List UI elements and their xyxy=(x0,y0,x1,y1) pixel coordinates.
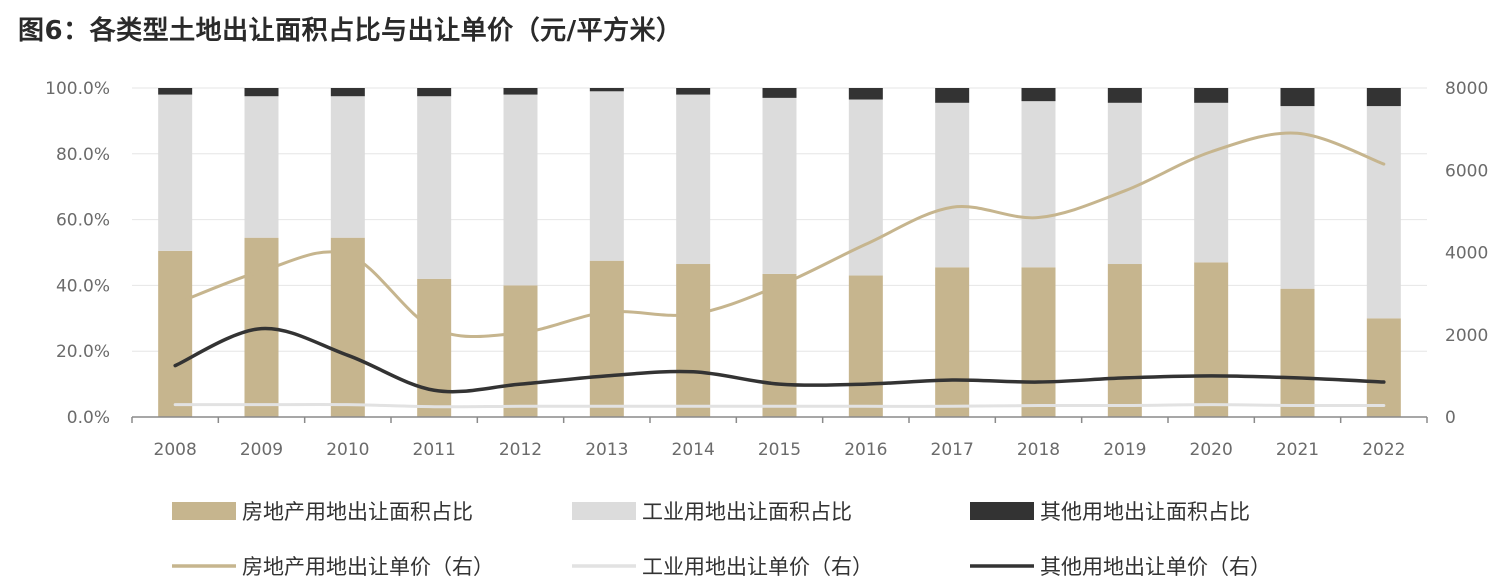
bar-segment-2 xyxy=(244,96,279,238)
bar-segment-3 xyxy=(1107,88,1142,103)
line-series-3 xyxy=(173,326,1386,394)
bar-segment-3 xyxy=(589,88,624,92)
bar-segment-3 xyxy=(1280,88,1315,107)
bar-segment-3 xyxy=(676,88,711,95)
y-left-tick-label: 60.0% xyxy=(56,211,110,231)
bar-segment-2 xyxy=(589,91,624,261)
bar-segment-3 xyxy=(848,88,883,100)
bar-segment-2 xyxy=(1107,102,1142,265)
y-right-tick-label: 0 xyxy=(1445,408,1456,428)
bar-segment-2 xyxy=(330,96,365,238)
x-tick-label: 2013 xyxy=(585,440,628,460)
x-tick-label: 2016 xyxy=(844,440,887,460)
y-right-tick-label: 2000 xyxy=(1445,326,1488,346)
bar-segment-2 xyxy=(417,96,452,279)
y-left-tick-label: 100.0% xyxy=(45,79,110,99)
legend-label-line-2: 工业用地出让单价（右） xyxy=(642,555,873,579)
x-tick-label: 2017 xyxy=(931,440,974,460)
bar-segment-2 xyxy=(935,102,970,268)
bar-segment-1 xyxy=(848,275,883,417)
bar-segment-3 xyxy=(244,88,279,97)
x-tick-label: 2019 xyxy=(1103,440,1146,460)
bar-segment-2 xyxy=(762,97,797,274)
y-right-tick-label: 6000 xyxy=(1445,161,1488,181)
line-series-1 xyxy=(173,131,1386,339)
y-left-tick-label: 0.0% xyxy=(67,408,110,428)
bar-segment-3 xyxy=(330,88,365,97)
bar-segment-1 xyxy=(1107,264,1142,417)
bar-segment-1 xyxy=(762,273,797,417)
legend-label-bar-3: 其他用地出让面积占比 xyxy=(1040,500,1250,524)
bar-segment-1 xyxy=(676,264,711,417)
bar-segment-3 xyxy=(503,88,538,95)
legend-label-line-1: 房地产用地出让单价（右） xyxy=(242,555,494,579)
lines-layer xyxy=(173,131,1386,409)
legend-swatch-bar-1 xyxy=(172,502,236,520)
bar-segment-1 xyxy=(589,260,624,417)
axes-layer: 0.0% 20.0% 40.0% 60.0% 80.0% 100.0% 0 2000 4000 6… xyxy=(45,79,1488,460)
legend-label-bar-2: 工业用地出让面积占比 xyxy=(642,500,852,524)
x-tick-label: 2008 xyxy=(154,440,197,460)
x-tick-label: 2009 xyxy=(240,440,283,460)
x-tick-label: 2022 xyxy=(1362,440,1405,460)
chart-title: 图6：各类型土地出让面积占比与出让单价（元/平方米） xyxy=(18,16,683,46)
bar-segment-3 xyxy=(1021,88,1056,102)
bar-segment-2 xyxy=(1194,102,1229,263)
bar-segment-3 xyxy=(935,88,970,103)
bar-segment-1 xyxy=(330,237,365,417)
bar-segment-3 xyxy=(158,88,193,95)
x-tick-label: 2014 xyxy=(672,440,715,460)
y-left-tick-label: 40.0% xyxy=(56,276,110,296)
y-left-tick-label: 80.0% xyxy=(56,145,110,165)
legend-label-bar-1: 房地产用地出让面积占比 xyxy=(242,500,473,524)
bar-segment-2 xyxy=(848,99,883,276)
bar-segment-2 xyxy=(503,94,538,286)
bar-segment-1 xyxy=(503,285,538,417)
x-tick-label: 2012 xyxy=(499,440,542,460)
legend-swatch-bar-2 xyxy=(572,502,636,520)
legend-swatch-bar-3 xyxy=(970,502,1034,520)
bar-segment-3 xyxy=(762,88,797,98)
bar-segment-1 xyxy=(1021,267,1056,417)
bar-segment-2 xyxy=(1021,101,1056,268)
bar-segment-1 xyxy=(417,278,452,417)
bar-segment-1 xyxy=(1366,318,1401,417)
line-series-2 xyxy=(173,403,1386,409)
y-left-tick-label: 20.0% xyxy=(56,342,110,362)
bar-segment-1 xyxy=(1194,262,1229,417)
bar-segment-1 xyxy=(1280,288,1315,417)
x-tick-label: 2021 xyxy=(1276,440,1319,460)
bar-segment-2 xyxy=(158,94,193,251)
bar-segment-2 xyxy=(676,94,711,265)
legend-label-line-3: 其他用地出让单价（右） xyxy=(1040,555,1271,579)
legend: 房地产用地出让面积占比 工业用地出让面积占比 其他用地出让面积占比房地产用地出让单价… xyxy=(172,500,1271,579)
bar-segment-3 xyxy=(1194,88,1229,103)
x-tick-label: 2011 xyxy=(413,440,456,460)
y-right-tick-label: 8000 xyxy=(1445,79,1488,99)
x-tick-label: 2010 xyxy=(326,440,369,460)
bar-segment-3 xyxy=(417,88,452,97)
y-right-tick-label: 4000 xyxy=(1445,244,1488,264)
x-tick-label: 2020 xyxy=(1190,440,1233,460)
bar-segment-1 xyxy=(158,250,193,417)
x-tick-label: 2015 xyxy=(758,440,801,460)
bar-segment-1 xyxy=(935,267,970,417)
x-tick-label: 2018 xyxy=(1017,440,1060,460)
bars-layer xyxy=(158,88,1401,417)
bar-segment-2 xyxy=(1280,106,1315,289)
bar-segment-2 xyxy=(1366,106,1401,319)
bar-segment-3 xyxy=(1366,88,1401,107)
